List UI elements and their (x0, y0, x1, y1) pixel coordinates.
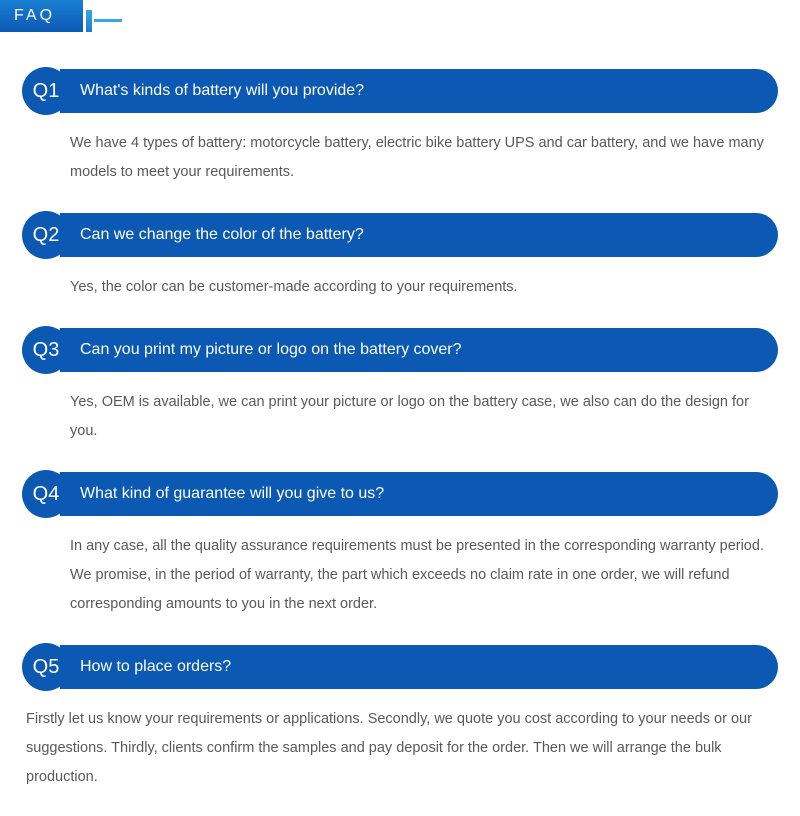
faq-question: What kind of guarantee will you give to … (60, 472, 778, 516)
faq-answer: In any case, all the quality assurance r… (22, 518, 778, 633)
faq-answer: We have 4 types of battery: motorcycle b… (22, 115, 778, 201)
faq-title: FAQ (14, 7, 55, 24)
faq-question: How to place orders? (60, 645, 778, 689)
faq-badge: Q5 (22, 643, 70, 691)
faq-badge: Q2 (22, 211, 70, 259)
header-decoration-bar (86, 10, 92, 32)
faq-item: Q3 Can you print my picture or logo on t… (22, 326, 778, 460)
faq-title-tab: FAQ (0, 0, 83, 32)
faq-question-row: Q3 Can you print my picture or logo on t… (22, 326, 778, 374)
faq-badge: Q3 (22, 326, 70, 374)
faq-item: Q2 Can we change the color of the batter… (22, 211, 778, 316)
faq-list: Q1 What's kinds of battery will you prov… (0, 67, 800, 806)
faq-item: Q5 How to place orders? Firstly let us k… (22, 643, 778, 806)
header-decoration-line (94, 19, 122, 22)
faq-badge: Q1 (22, 67, 70, 115)
faq-question: Can you print my picture or logo on the … (60, 328, 778, 372)
faq-badge: Q4 (22, 470, 70, 518)
faq-question: What's kinds of battery will you provide… (60, 69, 778, 113)
faq-question-row: Q4 What kind of guarantee will you give … (22, 470, 778, 518)
faq-answer: Yes, the color can be customer-made acco… (22, 259, 778, 316)
faq-question: Can we change the color of the battery? (60, 213, 778, 257)
faq-item: Q1 What's kinds of battery will you prov… (22, 67, 778, 201)
faq-answer: Yes, OEM is available, we can print your… (22, 374, 778, 460)
faq-item: Q4 What kind of guarantee will you give … (22, 470, 778, 633)
faq-answer: Firstly let us know your requirements or… (22, 691, 778, 806)
faq-question-row: Q5 How to place orders? (22, 643, 778, 691)
faq-header: FAQ (0, 0, 800, 32)
faq-question-row: Q1 What's kinds of battery will you prov… (22, 67, 778, 115)
faq-question-row: Q2 Can we change the color of the batter… (22, 211, 778, 259)
